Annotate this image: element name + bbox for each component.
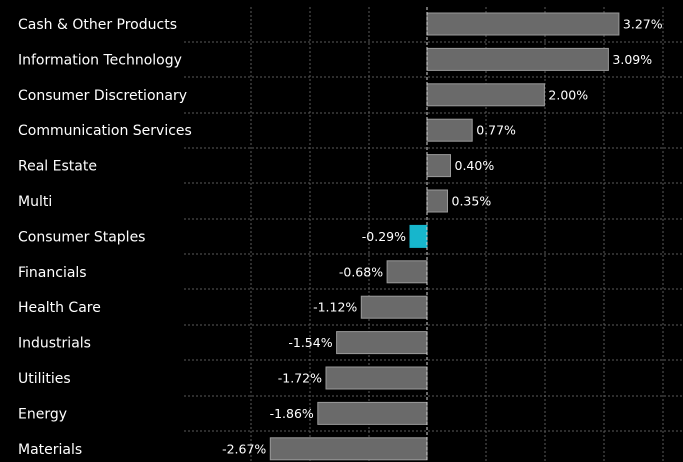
category-label: Consumer Staples: [18, 229, 145, 245]
category-label: Utilities: [18, 371, 71, 387]
category-label: Real Estate: [18, 159, 97, 175]
category-label: Materials: [18, 442, 82, 458]
category-label: Financials: [18, 265, 87, 281]
value-label: -1.86%: [270, 406, 314, 421]
value-label: 3.27%: [623, 17, 663, 32]
category-label: Multi: [18, 194, 52, 210]
bar-utilities: [325, 366, 428, 390]
category-label: Health Care: [18, 300, 101, 316]
value-label: 3.09%: [612, 52, 652, 67]
value-label: -2.67%: [222, 441, 266, 456]
value-label: -1.54%: [288, 335, 332, 350]
bar-health-care: [360, 295, 428, 319]
value-label: -1.12%: [313, 300, 357, 315]
value-label: -0.68%: [339, 264, 383, 279]
bar-consumer-discretionary: [426, 83, 545, 107]
value-label: 0.40%: [455, 158, 495, 173]
category-label: Industrials: [18, 336, 91, 352]
value-label: -1.72%: [278, 371, 322, 386]
bar-industrials: [336, 331, 428, 355]
value-label: -0.29%: [362, 229, 406, 244]
category-label: Cash & Other Products: [18, 17, 177, 33]
bar-consumer-staples: [409, 224, 428, 248]
bar-information-technology: [426, 47, 609, 71]
value-label: 0.35%: [452, 194, 492, 209]
bar-real-estate: [426, 154, 451, 178]
category-label: Communication Services: [18, 123, 192, 139]
category-label: Information Technology: [18, 52, 182, 68]
bar-financials: [386, 260, 428, 284]
value-label: 2.00%: [548, 87, 588, 102]
bar-multi: [426, 189, 448, 213]
grid-lines: [184, 7, 683, 462]
bar-materials: [269, 437, 428, 461]
labels: Cash & Other Products 3.27% Information Te…: [18, 7, 663, 462]
bar-cash-other-products: [426, 12, 620, 36]
category-label: Consumer Discretionary: [18, 88, 187, 104]
bars: [269, 12, 620, 461]
bar-communication-services: [426, 118, 473, 142]
bar-energy: [317, 401, 428, 425]
value-label: 0.77%: [476, 123, 516, 138]
category-label: Energy: [18, 406, 67, 422]
